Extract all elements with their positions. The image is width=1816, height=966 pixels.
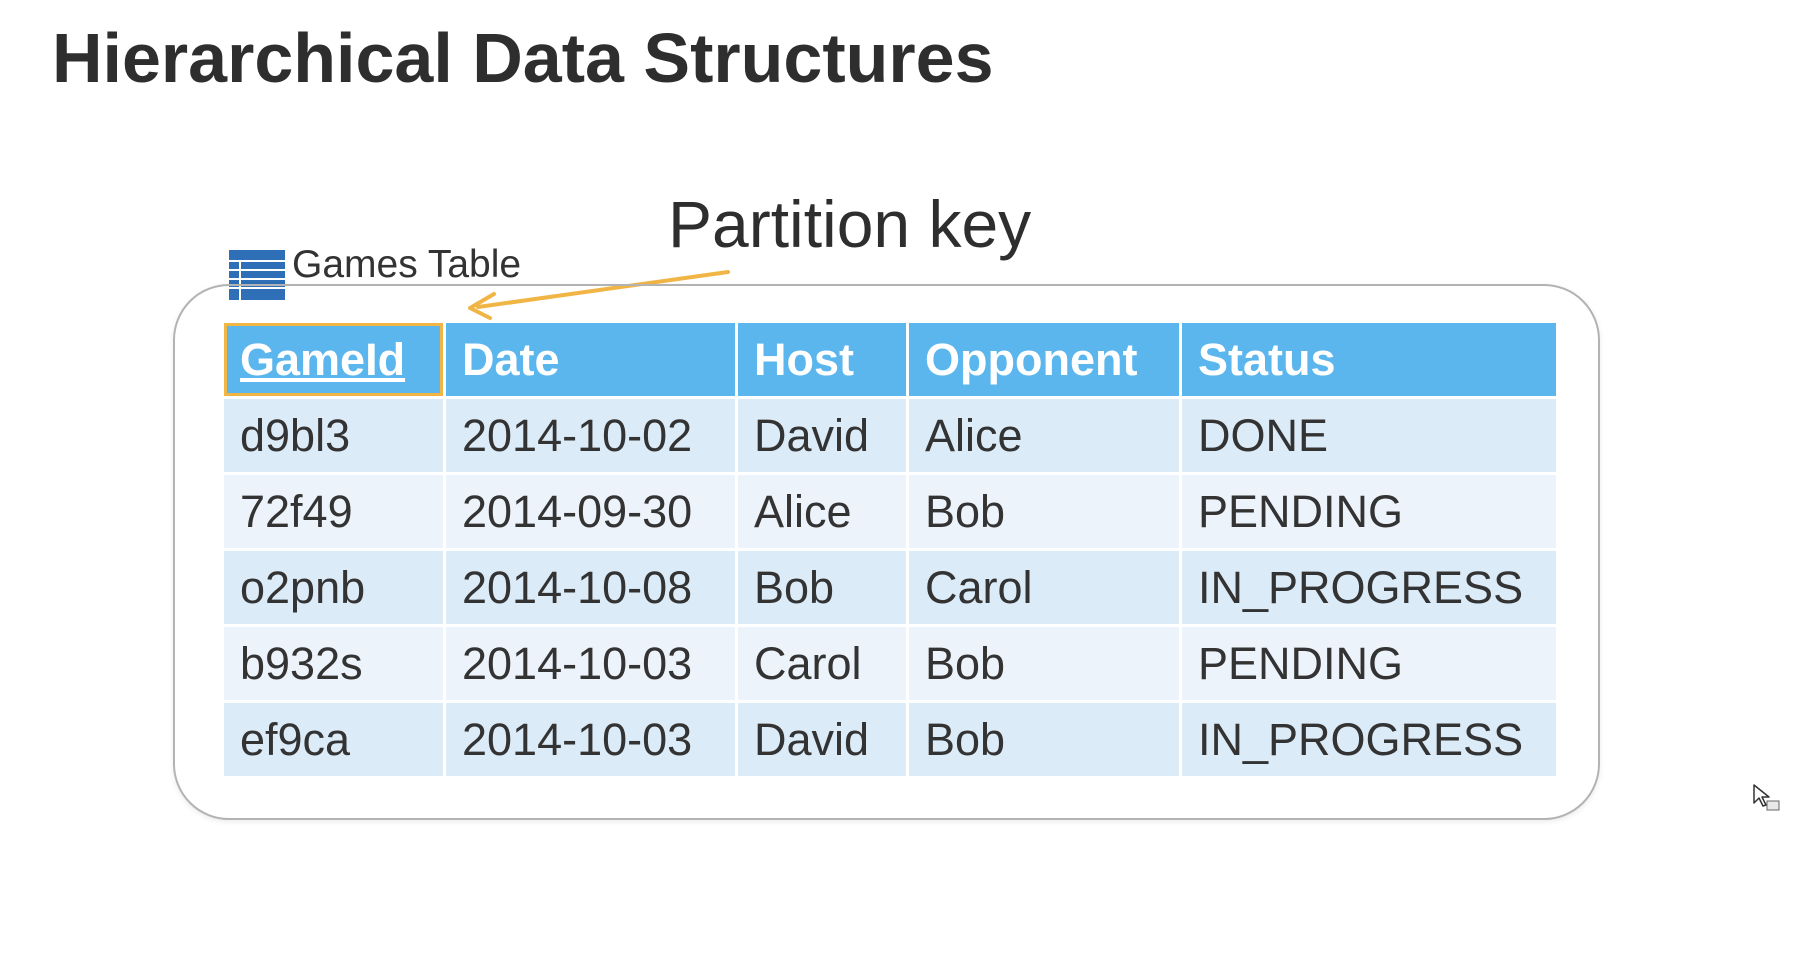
table-row: b932s 2014-10-03 Carol Bob PENDING bbox=[224, 627, 1556, 700]
cell-host: Alice bbox=[738, 475, 906, 548]
table-caption: Games Table bbox=[292, 243, 522, 286]
table-header-row: GameId Date Host Opponent Status bbox=[224, 323, 1556, 396]
games-table: GameId Date Host Opponent Status d9bl3 2… bbox=[221, 320, 1559, 779]
cell-host: Carol bbox=[738, 627, 906, 700]
cell-gameid: 72f49 bbox=[224, 475, 443, 548]
cell-gameid: o2pnb bbox=[224, 551, 443, 624]
cell-opponent: Bob bbox=[909, 627, 1179, 700]
cell-opponent: Bob bbox=[909, 703, 1179, 776]
table-row: o2pnb 2014-10-08 Bob Carol IN_PROGRESS bbox=[224, 551, 1556, 624]
column-header-opponent: Opponent bbox=[909, 323, 1179, 396]
cell-date: 2014-10-03 bbox=[446, 703, 735, 776]
column-header-status: Status bbox=[1182, 323, 1556, 396]
table-row: ef9ca 2014-10-03 David Bob IN_PROGRESS bbox=[224, 703, 1556, 776]
table-row: 72f49 2014-09-30 Alice Bob PENDING bbox=[224, 475, 1556, 548]
cell-host: Bob bbox=[738, 551, 906, 624]
cell-status: IN_PROGRESS bbox=[1182, 551, 1556, 624]
cell-status: DONE bbox=[1182, 399, 1556, 472]
column-header-date: Date bbox=[446, 323, 735, 396]
table-icon bbox=[229, 250, 285, 300]
cell-opponent: Bob bbox=[909, 475, 1179, 548]
cell-date: 2014-10-03 bbox=[446, 627, 735, 700]
cell-gameid: ef9ca bbox=[224, 703, 443, 776]
partition-key-label: Partition key bbox=[668, 187, 1032, 261]
cell-opponent: Alice bbox=[909, 399, 1179, 472]
cell-date: 2014-10-02 bbox=[446, 399, 735, 472]
cell-opponent: Carol bbox=[909, 551, 1179, 624]
table-frame bbox=[173, 284, 1600, 820]
slide-title: Hierarchical Data Structures bbox=[52, 19, 994, 97]
cell-status: PENDING bbox=[1182, 475, 1556, 548]
column-header-host: Host bbox=[738, 323, 906, 396]
cell-date: 2014-10-08 bbox=[446, 551, 735, 624]
cell-status: PENDING bbox=[1182, 627, 1556, 700]
cell-status: IN_PROGRESS bbox=[1182, 703, 1556, 776]
table-row: d9bl3 2014-10-02 David Alice DONE bbox=[224, 399, 1556, 472]
cell-host: David bbox=[738, 399, 906, 472]
cell-gameid: b932s bbox=[224, 627, 443, 700]
cell-gameid: d9bl3 bbox=[224, 399, 443, 472]
column-header-gameid: GameId bbox=[224, 323, 443, 396]
cell-host: David bbox=[738, 703, 906, 776]
pointer-cursor-icon bbox=[1753, 784, 1780, 811]
cell-date: 2014-09-30 bbox=[446, 475, 735, 548]
